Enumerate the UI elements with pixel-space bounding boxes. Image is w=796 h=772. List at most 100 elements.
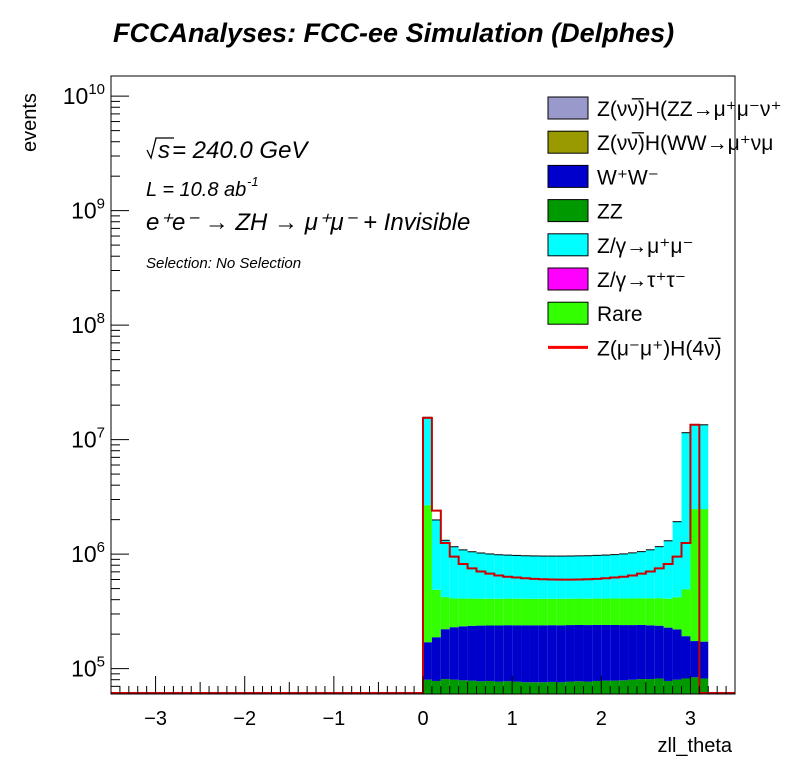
bar-rare-23: [628, 598, 637, 626]
bar-rare-20: [601, 598, 611, 625]
bar-ww-12: [529, 625, 539, 683]
bar-zz-9: [503, 681, 513, 694]
bar-zmumu-20: [601, 555, 611, 599]
bar-zz-21: [610, 680, 620, 694]
bar-zz-14: [547, 681, 557, 694]
bar-zz-18: [583, 681, 593, 694]
x-tick-label: −2: [233, 708, 256, 730]
bar-zz-12: [529, 682, 539, 694]
bar-ww-26: [654, 625, 664, 679]
bar-zmumu-15: [556, 556, 566, 599]
bar-zmumu-2: [440, 540, 450, 598]
bar-zz-23: [628, 679, 637, 694]
bar-zz-22: [619, 680, 629, 694]
bar-ww-9: [503, 625, 513, 682]
bar-rare-3: [449, 598, 459, 628]
bar-rare-22: [619, 598, 629, 626]
bar-ww-30: [690, 641, 700, 678]
bar-zz-25: [645, 679, 655, 694]
bar-zz-5: [467, 680, 477, 694]
bar-zz-31: [699, 678, 709, 694]
bar-zz-7: [485, 680, 495, 694]
bar-zz-11: [521, 682, 530, 694]
bar-ww-31: [699, 641, 709, 679]
bar-zz-24: [636, 679, 646, 694]
bar-zmumu-26: [654, 546, 664, 599]
bar-zmumu-19: [592, 555, 602, 599]
y-tick-label: 105: [71, 654, 105, 682]
bar-ww-15: [556, 625, 566, 683]
bar-ww-14: [547, 625, 557, 682]
bar-zz-13: [538, 682, 548, 694]
legend-swatch-0: [547, 96, 589, 120]
bar-ww-25: [645, 625, 655, 680]
bar-zz-19: [592, 680, 602, 694]
lumi-text: L = 10.8 ab: [146, 179, 246, 201]
bar-zmumu-5: [467, 551, 477, 599]
legend-label-5: Z/γ→τ⁺τ⁻: [597, 269, 686, 292]
bar-zmumu-24: [636, 551, 646, 599]
bar-rare-14: [547, 598, 557, 626]
bar-zmumu-30: [690, 424, 700, 510]
sqrt-symbol: [146, 137, 174, 160]
bar-zmumu-12: [529, 555, 539, 599]
bar-rare-11: [521, 598, 530, 626]
bar-ww-8: [494, 625, 504, 682]
bar-rare-26: [654, 598, 664, 626]
bar-ww-4: [458, 626, 468, 681]
bar-zmumu-18: [583, 555, 593, 599]
legend-label-6: Rare: [597, 303, 643, 326]
bar-zz-20: [601, 680, 611, 694]
bar-rare-10: [512, 598, 522, 626]
selection-text: Selection: No Selection: [146, 255, 301, 272]
bar-zz-26: [654, 678, 664, 694]
process-text: e⁺e⁻ → ZH → μ⁺μ⁻ + Invisible: [146, 209, 470, 236]
bar-zmumu-27: [663, 540, 673, 599]
bar-zmumu-25: [645, 549, 655, 599]
bar-zmumu-0: [423, 417, 432, 506]
bar-ww-1: [431, 637, 441, 681]
y-tick-label: 1010: [63, 81, 105, 109]
bar-zmumu-8: [494, 554, 504, 599]
legend-swatch-5: [547, 267, 589, 291]
bar-ww-28: [672, 629, 682, 680]
lumi-exponent: -1: [247, 174, 259, 189]
bar-rare-25: [645, 598, 655, 626]
energy-text: = 240.0 GeV: [172, 137, 309, 164]
bar-rare-16: [565, 598, 575, 626]
bar-zz-3: [449, 679, 459, 694]
bar-zz-17: [574, 681, 584, 694]
bar-ww-16: [565, 625, 575, 682]
bar-zmumu-29: [681, 432, 691, 590]
y-axis-label: events: [19, 93, 41, 152]
bar-zz-28: [672, 679, 682, 694]
bar-ww-23: [628, 625, 637, 680]
bar-ww-0: [423, 642, 432, 680]
legend-label-1: Z(νν̅)H(WW→μ⁺νμ: [597, 132, 773, 155]
bar-zz-16: [565, 681, 575, 694]
bar-ww-7: [485, 625, 495, 681]
chart-title: FCCAnalyses: FCC-ee Simulation (Delphes): [113, 18, 675, 48]
bar-rare-17: [574, 598, 584, 625]
y-axis: 105 106 107 108 109 1010: [63, 81, 129, 695]
bar-ww-19: [592, 624, 602, 681]
bar-zz-8: [494, 681, 504, 694]
legend-swatch-3: [547, 199, 589, 223]
y-tick-label: 108: [71, 310, 105, 338]
y-tick-label: 109: [71, 196, 105, 224]
bar-ww-3: [449, 627, 459, 680]
y-tick-label: 107: [71, 425, 105, 453]
bar-rare-4: [458, 598, 468, 627]
bar-zz-15: [556, 682, 566, 694]
bar-ww-22: [619, 625, 629, 681]
bar-rare-29: [681, 589, 691, 637]
bar-ww-20: [601, 624, 611, 681]
legend-label-3: ZZ: [597, 201, 623, 224]
x-tick-label: 0: [417, 708, 428, 730]
bar-rare-31: [699, 509, 709, 642]
legend: Z(νν̅)H(ZZ→μ⁺μ⁻ν⁺ Z(νν̅)H(WW→μ⁺νμ W⁺W⁻ ZZ Z/…: [547, 96, 782, 360]
bar-zz-0: [423, 679, 432, 694]
bar-ww-17: [574, 624, 584, 682]
bar-rare-7: [485, 598, 495, 626]
bar-zmumu-13: [538, 556, 548, 599]
